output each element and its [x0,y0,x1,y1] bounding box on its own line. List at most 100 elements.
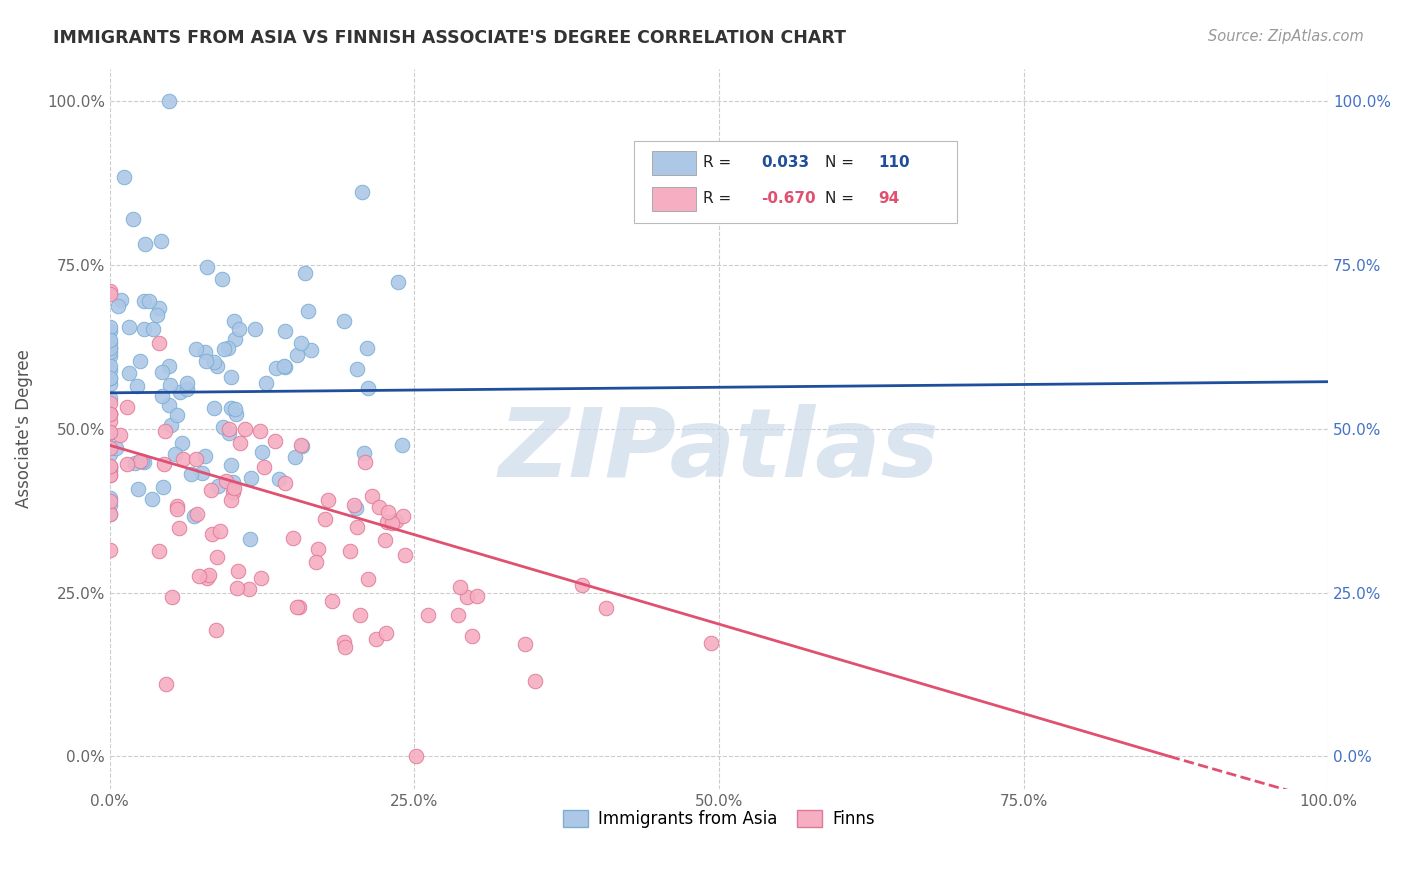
Point [465,589,488,603]
Point [150,235,173,249]
Point [98,507,121,521]
Point [98,324,121,338]
Point [187,569,209,583]
Point [357,381,380,395]
Text: R =: R = [703,155,737,170]
Point [221,401,243,415]
Point [290,438,312,452]
Point [98,441,121,455]
Point [238,582,260,596]
Point [138,294,160,309]
Point [349,608,371,623]
Text: IMMIGRANTS FROM ASIA VS FINNISH ASSOCIATE'S DEGREE CORRELATION CHART: IMMIGRANTS FROM ASIA VS FINNISH ASSOCIAT… [53,29,846,46]
Point [375,516,398,530]
Point [264,361,287,376]
Point [290,336,312,351]
Point [98,335,121,350]
Point [118,366,141,380]
Point [202,401,225,415]
Point [118,320,141,334]
Point [222,484,245,499]
Point [132,455,155,469]
Point [217,341,239,355]
Text: Source: ZipAtlas.com: Source: ZipAtlas.com [1208,29,1364,44]
Point [274,324,297,338]
Point [150,365,173,379]
Point [377,506,399,520]
Point [186,507,208,521]
Point [225,407,247,421]
Point [107,299,129,313]
Point [333,640,356,655]
Point [186,451,208,466]
Point [98,425,121,440]
Point [356,573,378,587]
Point [98,392,121,406]
Point [194,354,217,368]
Text: N =: N = [825,192,859,206]
Point [288,600,311,615]
Point [361,489,384,503]
Point [166,501,188,516]
Point [98,363,121,377]
Text: -0.670: -0.670 [762,192,817,206]
Point [416,607,439,622]
Point [98,407,121,421]
Point [249,424,271,438]
Point [207,550,229,565]
Point [98,498,121,512]
Point [269,472,291,486]
Text: 110: 110 [879,155,910,170]
Point [254,376,277,391]
Point [219,458,242,473]
Point [346,362,368,376]
Point [98,407,121,421]
Point [98,463,121,477]
Point [391,438,413,452]
Text: R =: R = [703,192,737,206]
Point [211,271,233,285]
Point [284,450,307,464]
Point [125,379,148,393]
Point [343,498,366,512]
Point [184,342,207,356]
Point [205,359,228,373]
Point [129,353,152,368]
Point [180,467,202,481]
Point [98,468,121,483]
Point [243,322,266,336]
Point [146,309,169,323]
Point [294,266,316,280]
Point [98,342,121,356]
Point [115,457,138,471]
Point [250,571,273,585]
Point [195,571,218,585]
FancyBboxPatch shape [652,151,696,175]
Point [200,483,222,497]
Point [160,590,183,604]
Text: 0.033: 0.033 [762,155,810,170]
Point [172,436,194,450]
Point [233,422,256,436]
Point [447,607,470,622]
Point [98,371,121,385]
Point [250,445,273,459]
Point [353,455,375,469]
Point [98,447,121,461]
Point [456,590,478,604]
Point [157,95,180,109]
Point [98,425,121,440]
Point [98,493,121,508]
Point [297,304,319,318]
Point [364,632,387,646]
Point [198,568,221,582]
Point [224,481,246,495]
Point [176,382,198,396]
Point [98,320,121,334]
Point [129,454,152,468]
Point [305,555,328,569]
Point [183,508,205,523]
Point [176,376,198,391]
Point [124,456,146,470]
Point [221,492,243,507]
